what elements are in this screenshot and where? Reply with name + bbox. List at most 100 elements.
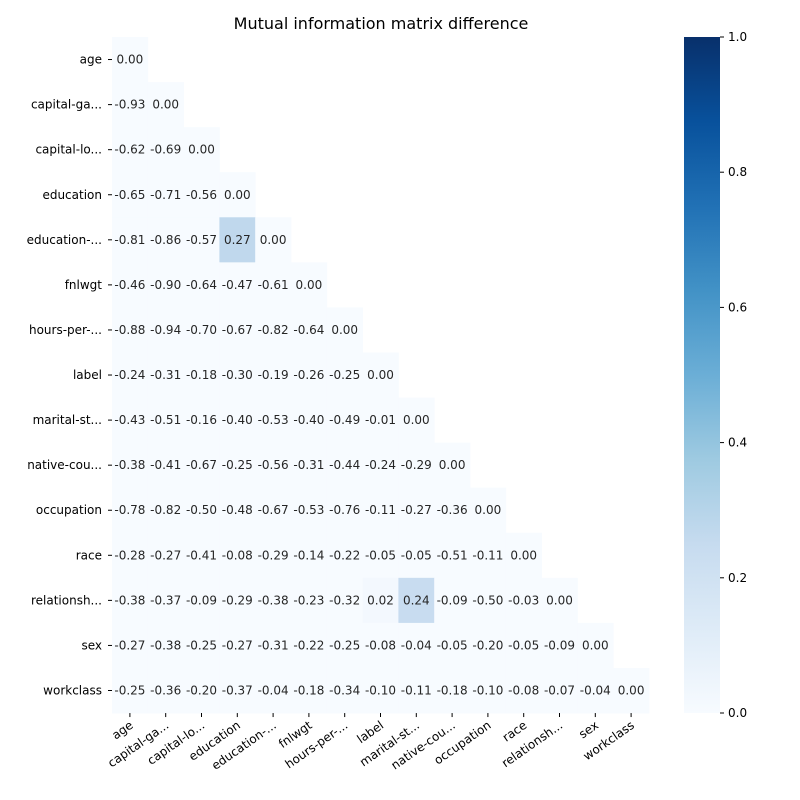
heatmap-cell (219, 262, 256, 308)
cell-value-label: -0.05 (508, 638, 539, 652)
heatmap-cell (398, 532, 435, 579)
colorbar-axis: 0.0 0.2 0.4 0.6 0.8 1.0 (720, 30, 747, 720)
y-tick-label: native-cou... (27, 458, 102, 472)
heatmap-cell (112, 82, 149, 128)
colorbar-tick-label: 0.8 (728, 165, 747, 179)
cell-value-label: -0.18 (437, 684, 468, 698)
cell-value-label: -0.27 (222, 638, 253, 652)
cell-value-label: -0.10 (472, 684, 503, 698)
x-tick-label: sex (576, 718, 601, 741)
heatmap-cell (147, 172, 184, 218)
heatmap-cell (219, 307, 256, 353)
cell-value-label: -0.16 (186, 413, 217, 427)
cell-value-label: -0.65 (114, 188, 145, 202)
cell-value-label: -0.20 (186, 684, 217, 698)
heatmap-cell (291, 397, 328, 444)
cell-value-label: -0.43 (114, 413, 145, 427)
cell-value-label: -0.56 (186, 188, 217, 202)
cell-value-label: -0.25 (114, 684, 145, 698)
cell-value-label: -0.88 (114, 323, 145, 337)
cell-value-label: -0.51 (150, 413, 181, 427)
heatmap-cell (255, 352, 292, 398)
cell-value-label: -0.40 (293, 413, 324, 427)
cell-value-label: -0.57 (186, 233, 217, 247)
colorbar-tick-label: 0.6 (728, 300, 747, 314)
heatmap-cell (255, 307, 292, 353)
heatmap-cell (183, 397, 220, 444)
heatmap-cell (291, 622, 328, 669)
heatmap-cell (255, 442, 292, 489)
heatmap-cell (219, 577, 256, 624)
colorbar-tick-label: 0.4 (728, 436, 747, 450)
cell-value-label: -0.03 (508, 593, 539, 607)
heatmap-cell (291, 667, 328, 714)
heatmap-cells (112, 37, 650, 714)
heatmap-cell (362, 442, 399, 489)
y-axis: age capital-ga... capital-lo... education ed… (27, 53, 112, 698)
cell-value-label: -0.82 (150, 503, 181, 517)
cell-value-label: -0.71 (150, 188, 181, 202)
heatmap-cell (398, 487, 435, 534)
cell-value-label: 0.24 (403, 593, 430, 607)
cell-value-label: -0.28 (114, 548, 145, 562)
heatmap-cell (541, 622, 578, 669)
heatmap-cell (362, 487, 399, 534)
cell-value-label: -0.40 (222, 413, 253, 427)
heatmap-cell (362, 622, 399, 669)
heatmap-cell (505, 622, 542, 669)
heatmap-cell (112, 37, 149, 83)
heatmap-cell (470, 487, 507, 534)
heatmap-cell (434, 532, 471, 579)
chart-title: Mutual information matrix difference (234, 14, 529, 33)
heatmap-cell (326, 397, 363, 444)
cell-value-label: 0.00 (367, 368, 394, 382)
cell-value-label: 0.00 (439, 458, 466, 472)
heatmap-cell (255, 217, 292, 263)
cell-value-label: -0.11 (472, 548, 503, 562)
heatmap-cell (112, 217, 149, 263)
heatmap-cell (219, 217, 256, 263)
heatmap-cell (398, 442, 435, 489)
cell-value-label: 0.00 (403, 413, 430, 427)
y-tick-label: hours-per-... (29, 323, 102, 337)
cell-value-label: -0.25 (329, 638, 360, 652)
cell-value-label: -0.50 (472, 593, 503, 607)
colorbar-tick-label: 0.2 (728, 571, 747, 585)
cell-value-label: -0.37 (150, 593, 181, 607)
cell-value-label: -0.05 (365, 548, 396, 562)
y-tick-label: age (80, 53, 102, 67)
cell-value-label: -0.18 (293, 684, 324, 698)
cell-value-label: -0.70 (186, 323, 217, 337)
cell-value-label: 0.00 (296, 278, 323, 292)
cell-value-label: -0.31 (293, 458, 324, 472)
cell-value-label: -0.11 (401, 684, 432, 698)
cell-value-label: -0.69 (150, 143, 181, 157)
cell-value-label: -0.47 (222, 278, 253, 292)
heatmap-cell (255, 577, 292, 624)
heatmap-cell (147, 577, 184, 624)
heatmap-cell (183, 307, 220, 353)
heatmap-cell (183, 442, 220, 489)
cell-value-label: -0.08 (222, 548, 253, 562)
heatmap-cell (219, 442, 256, 489)
cell-value-label: -0.36 (150, 684, 181, 698)
heatmap-cell (112, 172, 149, 218)
heatmap-cell (326, 307, 363, 353)
cell-value-label: -0.94 (150, 323, 181, 337)
cell-value-label: 0.00 (260, 233, 287, 247)
heatmap-cell (470, 532, 507, 579)
heatmap-cell (470, 667, 507, 714)
heatmap-cell (505, 532, 542, 579)
heatmap-cell (219, 172, 256, 218)
cell-value-label: -0.25 (186, 638, 217, 652)
cell-value-label: -0.62 (114, 143, 145, 157)
heatmap-cell (291, 352, 328, 398)
y-tick-label: marital-st... (33, 413, 102, 427)
y-tick-label: relationsh... (31, 593, 102, 607)
heatmap-cell (255, 622, 292, 669)
heatmap-cell (255, 532, 292, 579)
cell-value-label: -0.30 (222, 368, 253, 382)
cell-value-label: -0.29 (401, 458, 432, 472)
heatmap-cell (362, 577, 399, 624)
